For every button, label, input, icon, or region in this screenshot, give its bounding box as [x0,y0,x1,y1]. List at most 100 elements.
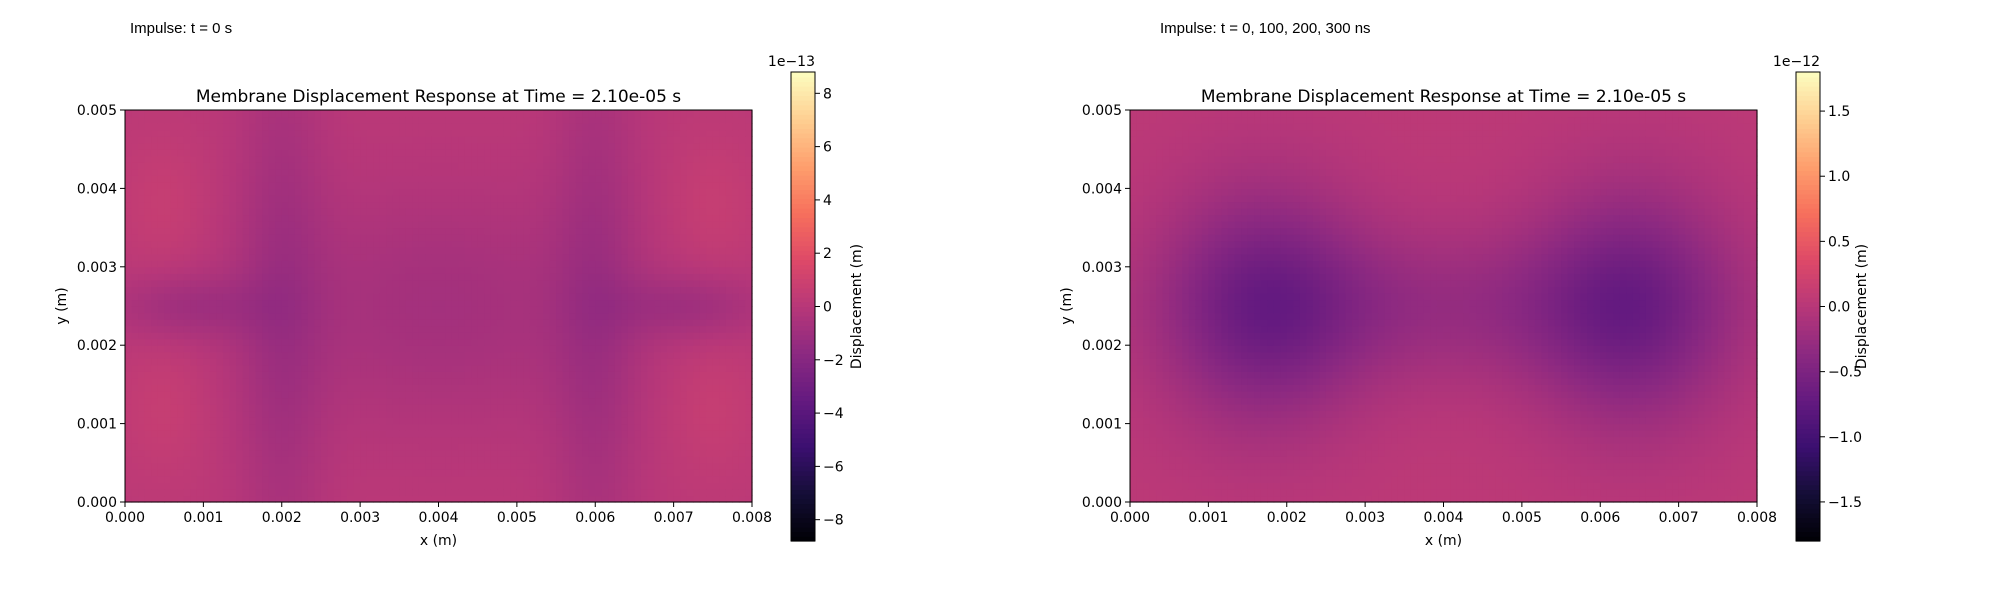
heatmap-cell [517,260,524,267]
heatmap-cell [393,489,400,496]
heatmap-cell [341,162,348,169]
heatmap-cell [648,345,655,352]
heatmap-cell [360,345,367,352]
heatmap-cell [602,201,609,208]
heatmap-cell [471,143,478,150]
heatmap-cell [288,241,295,248]
heatmap-cell [602,411,609,418]
heatmap-cell [386,156,393,163]
heatmap-cell [249,430,256,437]
heatmap-cell [536,234,543,241]
heatmap-cell [223,221,230,228]
heatmap-cell [471,365,478,372]
heatmap-cell [439,411,446,418]
heatmap-cell [373,482,380,489]
heatmap-cell [360,424,367,431]
heatmap-cell [471,463,478,470]
heatmap-cell [256,463,263,470]
heatmap-cell [445,332,452,339]
heatmap-cell [595,378,602,385]
heatmap-cell [275,195,282,202]
heatmap-cell [256,417,263,424]
heatmap-cell [262,352,269,359]
heatmap-cell [210,430,217,437]
heatmap-cell [269,110,276,117]
heatmap-cell [419,437,426,444]
heatmap-cell [354,358,361,365]
heatmap-cell [164,463,171,470]
heatmap-cell [354,228,361,235]
heatmap-cell [158,358,165,365]
heatmap-cell [550,221,557,228]
heatmap-cell [177,358,184,365]
heatmap-cell [582,404,589,411]
heatmap-cell [243,430,250,437]
heatmap-cell [301,404,308,411]
heatmap-cell [563,306,570,313]
heatmap-cell [608,489,615,496]
heatmap-cell [210,345,217,352]
heatmap-cell [517,267,524,274]
heatmap-cell [158,463,165,470]
heatmap-cell [301,273,308,280]
heatmap-cell [432,456,439,463]
heatmap-cell [439,339,446,346]
heatmap-cell [563,260,570,267]
heatmap-cell [504,273,511,280]
heatmap-cell [184,456,191,463]
heatmap-cell [504,169,511,176]
heatmap-cell [621,182,628,189]
heatmap-cell [504,195,511,202]
heatmap-cell [282,358,289,365]
heatmap-cell [132,234,139,241]
heatmap-cell [308,456,315,463]
heatmap-cell [216,378,223,385]
heatmap-cell [373,430,380,437]
heatmap-cell [367,280,374,287]
heatmap-cell [236,437,243,444]
heatmap-cell [164,162,171,169]
heatmap-cell [373,339,380,346]
heatmap-cell [432,417,439,424]
heatmap-cell [634,365,641,372]
heatmap-cell [203,267,210,274]
heatmap-cell [543,332,550,339]
heatmap-cell [634,437,641,444]
heatmap-cell [354,188,361,195]
heatmap-cell [327,162,334,169]
heatmap-cell [452,391,459,398]
heatmap-cell [145,463,152,470]
heatmap-cell [595,215,602,222]
heatmap-cell [380,463,387,470]
heatmap-cell [425,339,432,346]
heatmap-cell [445,371,452,378]
heatmap-cell [386,352,393,359]
heatmap-cell [615,391,622,398]
heatmap-cell [308,437,315,444]
heatmap-cell [419,280,426,287]
heatmap-cell [465,345,472,352]
heatmap-cell [465,201,472,208]
heatmap-cell [576,371,583,378]
heatmap-cell [439,215,446,222]
heatmap-cell [327,482,334,489]
heatmap-cell [661,110,668,117]
heatmap-cell [406,371,413,378]
heatmap-cell [295,482,302,489]
heatmap-cell [295,247,302,254]
heatmap-cell [563,299,570,306]
heatmap-cell [412,136,419,143]
heatmap-cell [497,221,504,228]
heatmap-cell [510,339,517,346]
heatmap-cell [334,450,341,457]
heatmap-cell [556,365,563,372]
heatmap-cell [249,391,256,398]
heatmap-cell [171,234,178,241]
heatmap-cell [445,339,452,346]
heatmap-cell [334,469,341,476]
heatmap-cell [661,260,668,267]
heatmap-cell [138,299,145,306]
heatmap-cell [517,130,524,137]
heatmap-cell [177,482,184,489]
heatmap-cell [249,156,256,163]
